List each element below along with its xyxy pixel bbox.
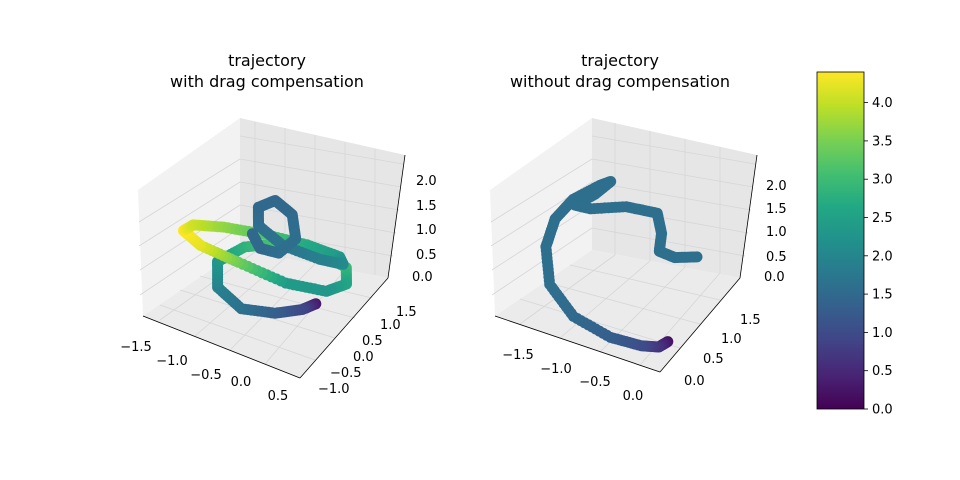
right-x-tick: −1.5 (502, 348, 534, 363)
left-axis-lines (142, 154, 406, 379)
left-z-tick: 1.0 (416, 223, 437, 238)
left-z-ticks: 0.0 0.5 1.0 1.5 2.0 (412, 174, 437, 285)
left-z-tick: 1.5 (416, 199, 437, 214)
right-z-tick: 0.5 (766, 250, 787, 265)
left-y-tick: 1.0 (380, 318, 401, 333)
right-x-ticks: −1.5 −1.0 −0.5 0.0 (502, 348, 643, 404)
left-y-ticks: −1.0 −0.5 0.0 0.5 1.0 1.5 (318, 305, 417, 397)
colorbar-tick-label: 4.0 (872, 96, 893, 111)
trajectory-point (691, 251, 703, 263)
plot-right-title-line1: trajectory (581, 51, 659, 70)
left-y-tick: 0.0 (353, 350, 374, 365)
right-pane-back (592, 118, 757, 278)
right-z-tick: 0.0 (764, 270, 785, 285)
left-x-tick: 0.0 (231, 375, 252, 390)
colorbar-ticks: 0.0 0.5 1.0 1.5 2.0 2.5 3.0 3.5 4.0 (864, 96, 893, 418)
left-x-tick: −1.5 (120, 340, 152, 355)
colorbar-tick-label: 2.5 (872, 211, 893, 226)
colorbar-tick-label: 0.5 (872, 364, 893, 379)
right-z-ticks: 0.0 0.5 1.0 1.5 2.0 (764, 179, 787, 285)
right-y-ticks: 0.0 0.5 1.0 1.5 (684, 313, 761, 389)
plot-left: trajectory with drag compensation (120, 51, 436, 404)
right-x-tick: −0.5 (579, 375, 611, 390)
right-y-tick: 1.5 (740, 313, 761, 328)
colorbar-tick-label: 3.5 (872, 134, 893, 149)
right-trajectory (540, 176, 703, 353)
colorbar-tick-label: 0.0 (872, 403, 893, 418)
plot-right: trajectory without drag compensation (490, 51, 787, 404)
plot-right-title-line2: without drag compensation (510, 72, 730, 91)
trajectory-point (246, 228, 258, 240)
left-z-tick: 2.0 (416, 174, 437, 189)
right-pane-left (490, 118, 592, 316)
colorbar-tick-label: 3.0 (872, 173, 893, 188)
right-z-tick: 1.5 (766, 202, 787, 217)
left-x-ticks: −1.5 −1.0 −0.5 0.0 0.5 (120, 340, 288, 404)
right-y-tick: 0.0 (684, 374, 705, 389)
left-z-tick: 0.0 (412, 270, 433, 285)
colorbar-tick-label: 2.0 (872, 249, 893, 264)
colorbar-gradient (816, 71, 865, 410)
right-z-tick: 1.0 (766, 225, 787, 240)
right-y-tick: 0.5 (703, 352, 724, 367)
right-pane-floor (495, 250, 740, 372)
plot-left-title-line1: trajectory (228, 51, 306, 70)
right-y-tick: 1.0 (721, 332, 742, 347)
left-trajectory (178, 195, 352, 319)
right-z-tick: 2.0 (766, 179, 787, 194)
left-y-tick: −0.5 (330, 366, 362, 381)
colorbar: 0.0 0.5 1.0 1.5 2.0 2.5 3.0 3.5 4.0 (816, 71, 893, 418)
left-y-tick: 1.5 (396, 305, 417, 320)
right-x-tick: −1.0 (540, 362, 572, 377)
colorbar-tick-label: 1.5 (872, 288, 893, 303)
left-x-tick: 0.5 (268, 389, 289, 404)
right-axis-lines (494, 154, 758, 373)
left-x-tick: −1.0 (156, 354, 188, 369)
left-x-tick: −0.5 (190, 368, 222, 383)
colorbar-tick-label: 1.0 (872, 326, 893, 341)
plot-left-title-line2: with drag compensation (170, 72, 364, 91)
left-y-tick: 0.5 (362, 334, 383, 349)
right-x-tick: 0.0 (623, 389, 644, 404)
left-z-tick: 0.5 (416, 248, 437, 263)
left-y-tick: −1.0 (318, 382, 350, 397)
